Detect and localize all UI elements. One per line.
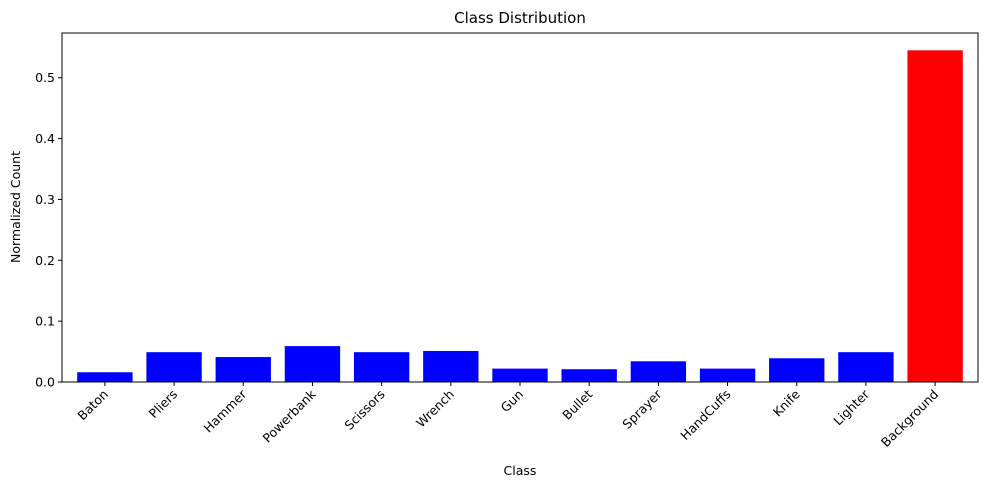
y-tick-label: 0.1 xyxy=(35,314,55,329)
bars-group xyxy=(77,50,963,383)
x-tick-label: Baton xyxy=(74,387,111,424)
plot-frame xyxy=(61,32,979,383)
bar-hammer xyxy=(215,357,271,382)
y-axis-label: Normalized Count xyxy=(8,151,23,263)
bar-handcuffs xyxy=(699,368,756,382)
bar-pliers xyxy=(146,352,202,382)
bar-knife xyxy=(769,358,825,382)
x-tick-label: Bullet xyxy=(559,386,595,422)
y-tick-label: 0.3 xyxy=(35,192,55,207)
x-tick-label: Powerbank xyxy=(259,386,319,446)
x-tick-label: Gun xyxy=(497,387,526,416)
bar-gun xyxy=(492,368,548,382)
y-tick-label: 0.2 xyxy=(35,253,55,268)
x-tick-label: Knife xyxy=(770,386,803,419)
bar-sprayer xyxy=(630,361,687,382)
x-tick-label: Background xyxy=(878,387,941,450)
x-axis-label: Class xyxy=(504,463,537,478)
x-tick-label: Wrench xyxy=(413,387,457,431)
bar-bullet xyxy=(561,369,617,382)
bar-powerbank xyxy=(284,346,341,382)
bar-background xyxy=(907,50,963,383)
bar-scissors xyxy=(353,352,410,382)
chart-title: Class Distribution xyxy=(454,9,586,27)
y-axis: 0.0 0.1 0.2 0.3 0.4 0.5 xyxy=(35,70,62,390)
x-tick-label: Hammer xyxy=(200,386,250,436)
y-tick-label: 0.4 xyxy=(35,131,55,146)
x-tick-label: Sprayer xyxy=(619,386,665,432)
bar-baton xyxy=(77,372,133,382)
x-tick-label: Scissors xyxy=(341,387,387,433)
y-tick-label: 0.0 xyxy=(35,375,55,390)
x-tick-label: Pliers xyxy=(146,387,181,422)
y-tick-label: 0.5 xyxy=(35,70,55,85)
x-axis: Baton Pliers Hammer Powerbank Scissors Wrench… xyxy=(74,382,941,450)
x-tick-label: HandCuffs xyxy=(677,387,733,443)
bar-wrench xyxy=(423,350,479,382)
x-tick-label: Lighter xyxy=(830,386,872,428)
bar-lighter xyxy=(838,352,894,382)
